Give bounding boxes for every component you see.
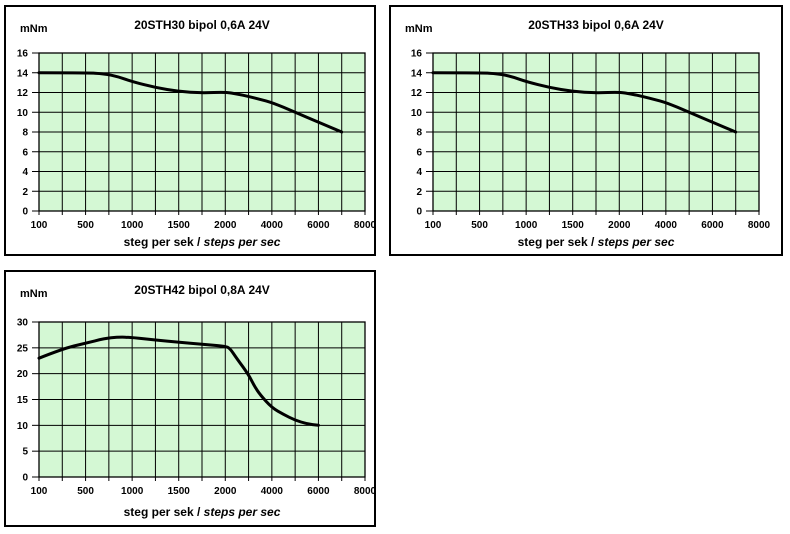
svg-text:2: 2 xyxy=(416,187,422,198)
y-tick-labels: 0 2 4 6 8 10 12 14 16 xyxy=(411,49,423,218)
svg-text:0: 0 xyxy=(22,207,28,218)
svg-text:4000: 4000 xyxy=(261,220,284,231)
svg-text:1500: 1500 xyxy=(168,486,191,497)
svg-text:1000: 1000 xyxy=(121,220,144,231)
svg-text:6000: 6000 xyxy=(307,486,330,497)
axis-ticks xyxy=(426,52,760,215)
torque-plot-20sth30: 0 2 4 6 8 10 12 14 16 100 500 1000 1500 2000 4000 6000 8… xyxy=(17,49,374,232)
svg-text:6000: 6000 xyxy=(701,220,724,231)
torque-curve xyxy=(37,335,320,427)
y-tick-labels: 0 2 4 6 8 10 12 14 16 xyxy=(17,49,29,218)
chart-title: 20STH42 bipol 0,8A 24V xyxy=(134,283,270,297)
torque-curve xyxy=(37,71,344,134)
x-axis-label-plain: steg per sek / xyxy=(517,235,598,249)
svg-text:1500: 1500 xyxy=(562,220,585,231)
x-tick-labels: 100 500 1000 1500 2000 4000 6000 8000 xyxy=(31,486,374,497)
svg-text:500: 500 xyxy=(77,220,94,231)
svg-text:15: 15 xyxy=(17,395,29,406)
chart-20sth33: 20STH33 bipol 0,6A 24V mNm 0 2 4 6 8 10 12 14 16… xyxy=(389,5,783,256)
svg-text:2: 2 xyxy=(22,187,28,198)
x-axis-label: steg per sek / steps per sec xyxy=(39,235,365,249)
svg-text:10: 10 xyxy=(17,421,29,432)
axis-ticks xyxy=(32,52,366,215)
y-axis-unit-label: mNm xyxy=(20,23,48,35)
svg-text:500: 500 xyxy=(77,486,94,497)
svg-text:1000: 1000 xyxy=(121,486,144,497)
x-axis-label-italic: steps per sec xyxy=(203,235,281,249)
svg-text:30: 30 xyxy=(17,318,29,329)
x-axis-label-plain: steg per sek / xyxy=(123,505,204,519)
plot-frame xyxy=(38,52,366,212)
y-axis-unit-label: mNm xyxy=(405,23,433,35)
svg-text:5: 5 xyxy=(22,447,28,458)
x-tick-labels: 100 500 1000 1500 2000 4000 6000 8000 xyxy=(31,220,374,231)
svg-text:4000: 4000 xyxy=(261,486,284,497)
svg-text:8000: 8000 xyxy=(354,486,374,497)
x-axis-label: steg per sek / steps per sec xyxy=(39,505,365,519)
svg-text:10: 10 xyxy=(17,108,29,119)
x-axis-label-italic: steps per sec xyxy=(597,235,675,249)
chart-20sth30: 20STH30 bipol 0,6A 24V mNm 0 2 4 6 8 10 12 14 16… xyxy=(4,5,376,256)
svg-text:6: 6 xyxy=(22,147,28,158)
svg-text:25: 25 xyxy=(17,343,29,354)
torque-plot-20sth42: 0 5 10 15 20 25 30 100 500 1000 1500 2000 4000 6000 80… xyxy=(17,318,374,498)
grid-lines xyxy=(432,52,760,212)
chart-title: 20STH30 bipol 0,6A 24V xyxy=(134,18,270,32)
chart-20sth42: 20STH42 bipol 0,8A 24V mNm 0 5 10 15 20 25 30 1… xyxy=(4,270,376,527)
svg-text:8: 8 xyxy=(416,128,422,139)
x-axis-label-plain: steg per sek / xyxy=(123,235,204,249)
svg-text:14: 14 xyxy=(17,68,29,79)
svg-text:4: 4 xyxy=(22,167,28,178)
svg-text:100: 100 xyxy=(31,220,48,231)
svg-text:14: 14 xyxy=(411,68,423,79)
y-tick-labels: 0 5 10 15 20 25 30 xyxy=(17,318,29,484)
torque-plot-20sth33: 0 2 4 6 8 10 12 14 16 100 500 1000 1500 2000 4000 6000 8… xyxy=(411,49,771,232)
svg-text:16: 16 xyxy=(17,49,29,60)
x-tick-labels: 100 500 1000 1500 2000 4000 6000 8000 xyxy=(425,220,771,231)
svg-text:100: 100 xyxy=(31,486,48,497)
svg-text:2000: 2000 xyxy=(214,486,237,497)
axis-ticks xyxy=(32,321,366,481)
svg-text:12: 12 xyxy=(17,88,29,99)
svg-text:1000: 1000 xyxy=(515,220,538,231)
svg-text:10: 10 xyxy=(411,108,423,119)
svg-text:20: 20 xyxy=(17,369,29,380)
svg-text:0: 0 xyxy=(22,473,28,484)
svg-text:12: 12 xyxy=(411,88,423,99)
svg-text:100: 100 xyxy=(425,220,442,231)
svg-text:6000: 6000 xyxy=(307,220,330,231)
svg-text:4: 4 xyxy=(416,167,422,178)
svg-text:16: 16 xyxy=(411,49,423,60)
svg-text:8000: 8000 xyxy=(354,220,374,231)
svg-text:0: 0 xyxy=(416,207,422,218)
y-axis-unit-label: mNm xyxy=(20,288,48,300)
plot-frame xyxy=(38,321,366,478)
torque-curve xyxy=(431,71,738,134)
svg-text:6: 6 xyxy=(416,147,422,158)
svg-text:4000: 4000 xyxy=(655,220,678,231)
x-axis-label-italic: steps per sec xyxy=(203,505,281,519)
x-axis-label: steg per sek / steps per sec xyxy=(433,235,759,249)
svg-text:1500: 1500 xyxy=(168,220,191,231)
chart-title: 20STH33 bipol 0,6A 24V xyxy=(528,18,664,32)
plot-frame xyxy=(432,52,760,212)
svg-text:8000: 8000 xyxy=(748,220,771,231)
svg-text:2000: 2000 xyxy=(214,220,237,231)
svg-text:8: 8 xyxy=(22,128,28,139)
svg-text:500: 500 xyxy=(471,220,488,231)
svg-text:2000: 2000 xyxy=(608,220,631,231)
